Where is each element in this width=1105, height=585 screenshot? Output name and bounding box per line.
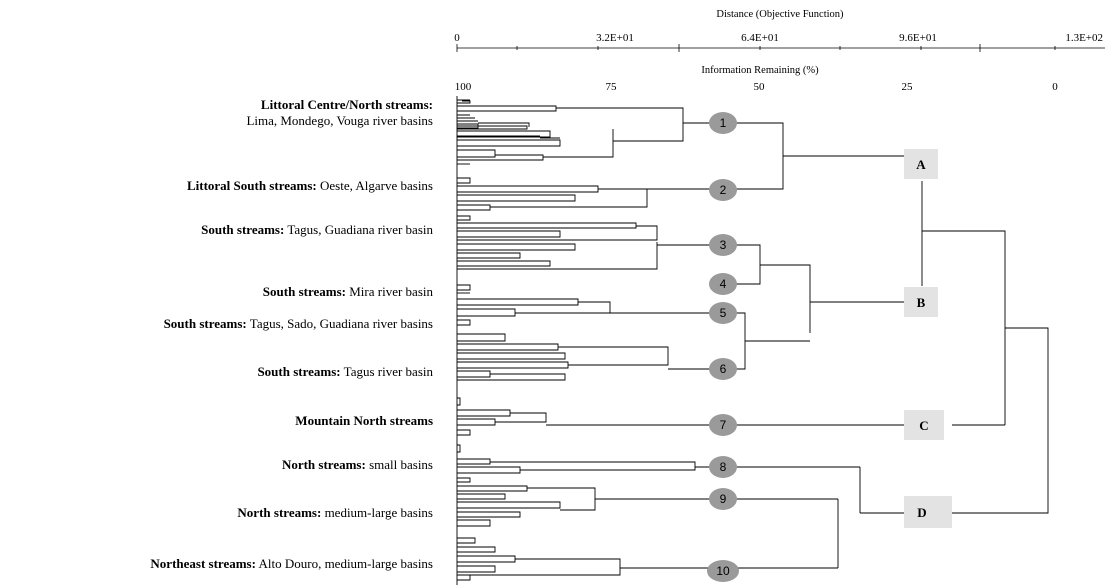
information-tick-4: 25 [902,81,914,93]
group-label-9-rest: medium-large basins [321,505,433,520]
group-label-5: South streams: Tagus, Sado, Guadiana riv… [164,316,433,332]
group-label-10-rest: Alto Douro, medium-large basins [255,556,433,571]
node-6-label: 6 [720,362,727,376]
information-tick-3: 50 [754,81,766,93]
distance-axis-title: Distance (Objective Function) [716,9,844,20]
node-7-label: 7 [720,418,727,432]
cluster-b-label: B [917,295,926,310]
group-label-2-rest: Oeste, Algarve basins [316,178,433,193]
node-1: 1 [709,112,737,134]
group-label-3-bold: South streams: [201,222,285,237]
node-9-label: 9 [720,492,727,506]
node-8-label: 8 [720,460,727,474]
node-4-label: 4 [720,277,727,291]
information-axis: Information Remaining (%) 100 75 50 25 0 [455,65,1059,93]
group-label-1-line2: Lima, Mondego, Vouga river basins [246,113,433,128]
group-label-2: Littoral South streams: Oeste, Algarve b… [187,178,433,194]
cluster-c: C [904,410,944,440]
node-5: 5 [709,302,737,324]
node-8: 8 [709,456,737,478]
numbered-nodes: 1 2 3 4 5 6 7 8 9 10 [707,112,739,582]
group-label-7-bold: Mountain North streams [295,413,433,428]
node-10: 10 [707,560,739,582]
group-label-2-bold: Littoral South streams: [186,178,317,193]
distance-tick-4: 9.6E+01 [899,32,937,44]
distance-axis: Distance (Objective Function) 0 3.2E+01 … [454,9,1105,52]
group-label-8-bold: North streams: [281,457,366,472]
information-tick-2: 75 [606,81,618,93]
distance-tick-5: 1.3E+02 [1065,32,1103,44]
node-7: 7 [709,414,737,436]
group-label-5-bold: South streams: [163,316,247,331]
distance-tick-1: 0 [454,32,460,44]
group-label-7: Mountain North streams [295,413,433,429]
group-label-3: South streams: Tagus, Guadiana river bas… [201,222,433,238]
cluster-boxes: A B C D [904,149,952,528]
node-2-label: 2 [720,183,727,197]
cluster-c-label: C [919,418,928,433]
group-label-6-rest: Tagus river basin [340,364,433,379]
leaf-branches [456,96,696,585]
cluster-d-label: D [917,505,926,520]
cluster-b: B [904,287,938,317]
cluster-branches [546,122,1049,569]
group-label-5-rest: Tagus, Sado, Guadiana river basins [246,316,433,331]
distance-tick-2: 3.2E+01 [596,32,634,44]
group-label-10: Northeast streams: Alto Douro, medium-la… [150,556,433,572]
information-tick-5: 0 [1052,81,1058,93]
information-axis-title: Information Remaining (%) [701,65,819,76]
distance-tick-3: 6.4E+01 [741,32,779,44]
group-label-6-bold: South streams: [257,364,341,379]
distance-axis-ticks [456,44,1056,52]
node-10-label: 10 [716,564,730,578]
group-label-10-bold: Northeast streams: [150,556,256,571]
group-label-9-bold: North streams: [237,505,322,520]
node-3-label: 3 [720,238,727,252]
cluster-a: A [904,149,938,179]
node-2: 2 [709,179,737,201]
node-6: 6 [709,358,737,380]
group-label-3-rest: Tagus, Guadiana river basin [284,222,433,237]
group-label-6: South streams: Tagus river basin [257,364,433,380]
group-label-9: North streams: medium-large basins [237,505,433,521]
group-label-8-rest: small basins [365,457,433,472]
group-label-4-rest: Mira river basin [345,284,433,299]
group-label-4: South streams: Mira river basin [263,284,433,300]
group-label-1-bold: Littoral Centre/North streams: [260,97,433,112]
node-1-label: 1 [720,116,727,130]
node-9: 9 [709,488,737,510]
information-tick-1: 100 [455,81,472,93]
cluster-d: D [904,496,952,528]
node-3: 3 [709,234,737,256]
node-5-label: 5 [720,306,727,320]
cluster-a-label: A [916,157,926,172]
group-label-1: Littoral Centre/North streams: Lima, Mon… [246,97,433,129]
group-label-4-bold: South streams: [262,284,346,299]
node-4: 4 [709,273,737,295]
group-label-8: North streams: small basins [282,457,433,473]
